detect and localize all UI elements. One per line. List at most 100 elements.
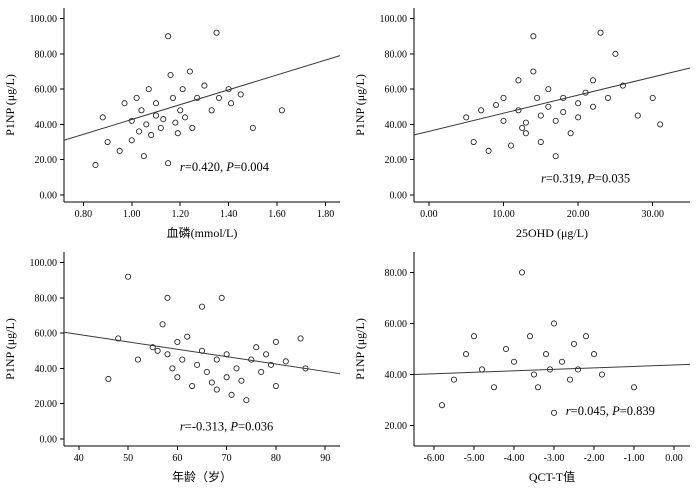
data-point — [546, 366, 554, 373]
data-point — [184, 333, 191, 340]
data-point — [160, 116, 167, 123]
x-tick-label: 90 — [320, 453, 330, 464]
data-point — [174, 338, 181, 345]
y-tick-label: 20.00 — [385, 155, 408, 166]
data-point — [201, 82, 208, 89]
y-tick-label: 80.00 — [35, 293, 58, 304]
x-axis-label: 血磷(mmol/L) — [167, 225, 238, 240]
y-tick-label: 40.00 — [385, 120, 408, 131]
data-point — [138, 107, 145, 114]
data-point — [530, 33, 537, 40]
data-point — [148, 131, 155, 139]
scatter-plot-25ohd: 0.00 10.00 20.00 30.00 0.00 20.00 40.00 60.00 80… — [353, 8, 691, 240]
data-point — [164, 294, 171, 301]
data-point — [526, 333, 534, 340]
data-point — [164, 351, 171, 358]
data-point — [450, 376, 458, 383]
data-point — [253, 344, 260, 351]
data-point — [490, 384, 498, 391]
data-point — [575, 114, 582, 121]
y-tick-label: 0.00 — [390, 190, 408, 201]
data-point — [590, 351, 598, 358]
data-point — [575, 100, 582, 107]
data-point — [213, 29, 220, 36]
data-point — [167, 71, 174, 79]
data-point — [657, 121, 664, 128]
y-tick-label: 20.00 — [35, 399, 58, 410]
x-tick-label: 1.40 — [220, 209, 238, 220]
data-point — [545, 86, 552, 93]
x-tick-label: 30.00 — [641, 209, 664, 220]
data-point — [169, 94, 176, 101]
data-point — [143, 121, 150, 128]
data-point — [478, 366, 486, 373]
data-point — [302, 365, 309, 372]
x-axis-label: QCT-T值 — [529, 469, 575, 484]
data-point — [582, 333, 590, 340]
data-point — [189, 124, 196, 131]
data-point — [149, 344, 156, 351]
x-tick-label: -5.00 — [464, 453, 485, 464]
data-point — [223, 351, 230, 358]
data-point — [485, 147, 492, 154]
y-tick-label: 20.00 — [385, 421, 408, 432]
data-point — [278, 107, 285, 114]
data-point — [225, 86, 232, 93]
data-point — [121, 100, 128, 107]
data-point — [604, 94, 611, 101]
y-tick-label: 80.00 — [35, 49, 58, 60]
data-point — [134, 356, 141, 363]
data-point — [179, 86, 186, 93]
panel-age: 40 50 60 70 80 90 0.00 20.00 40.00 60.00 80.00 100.… — [0, 244, 350, 489]
data-point — [165, 33, 172, 40]
data-point — [552, 153, 559, 160]
regression-line — [63, 55, 341, 141]
data-point — [128, 117, 135, 124]
data-point — [157, 124, 164, 131]
data-point — [177, 107, 184, 114]
data-point — [534, 384, 542, 391]
x-tick-label: 1.60 — [268, 209, 286, 220]
data-point — [105, 375, 112, 383]
data-point — [208, 379, 215, 386]
stats-annotation: r=0.045, P=0.839 — [566, 404, 655, 418]
y-tick-label: 0.00 — [40, 434, 58, 445]
panel-qct-t: -6.00 -5.00 -4.00 -3.00 -2.00 -1.00 0.00 20.00 4… — [350, 244, 700, 489]
data-point — [462, 351, 470, 358]
data-point — [534, 94, 541, 101]
y-tick-label: 60.00 — [35, 85, 58, 96]
data-point — [438, 402, 446, 409]
x-tick-label: 60 — [172, 453, 182, 464]
data-point — [243, 397, 250, 404]
data-point — [145, 86, 152, 93]
data-point — [282, 358, 289, 365]
data-point — [537, 138, 544, 146]
data-point — [104, 138, 111, 146]
data-point — [589, 77, 597, 84]
data-point — [179, 356, 186, 363]
data-point — [272, 382, 279, 390]
data-point — [213, 356, 220, 363]
data-point — [537, 112, 544, 119]
x-tick-label: 1.00 — [123, 209, 141, 220]
data-point — [115, 335, 122, 342]
data-point — [612, 50, 619, 57]
data-point — [518, 269, 526, 276]
data-point — [297, 335, 304, 342]
data-point — [550, 320, 558, 327]
data-point — [545, 103, 552, 110]
data-point — [116, 147, 123, 154]
x-tick-label: 0.00 — [420, 209, 438, 220]
data-point — [558, 358, 566, 365]
data-point — [478, 107, 485, 114]
x-tick-label: -6.00 — [424, 453, 445, 464]
x-axis-label: 年龄（岁） — [172, 469, 232, 484]
data-point — [470, 138, 477, 146]
data-point — [92, 161, 99, 169]
x-tick-label: 1.20 — [171, 209, 189, 220]
data-point — [566, 376, 574, 383]
data-point — [203, 368, 210, 375]
y-tick-label: 100.00 — [30, 14, 58, 25]
y-axis-label: P1NP (μg/L) — [3, 318, 17, 380]
